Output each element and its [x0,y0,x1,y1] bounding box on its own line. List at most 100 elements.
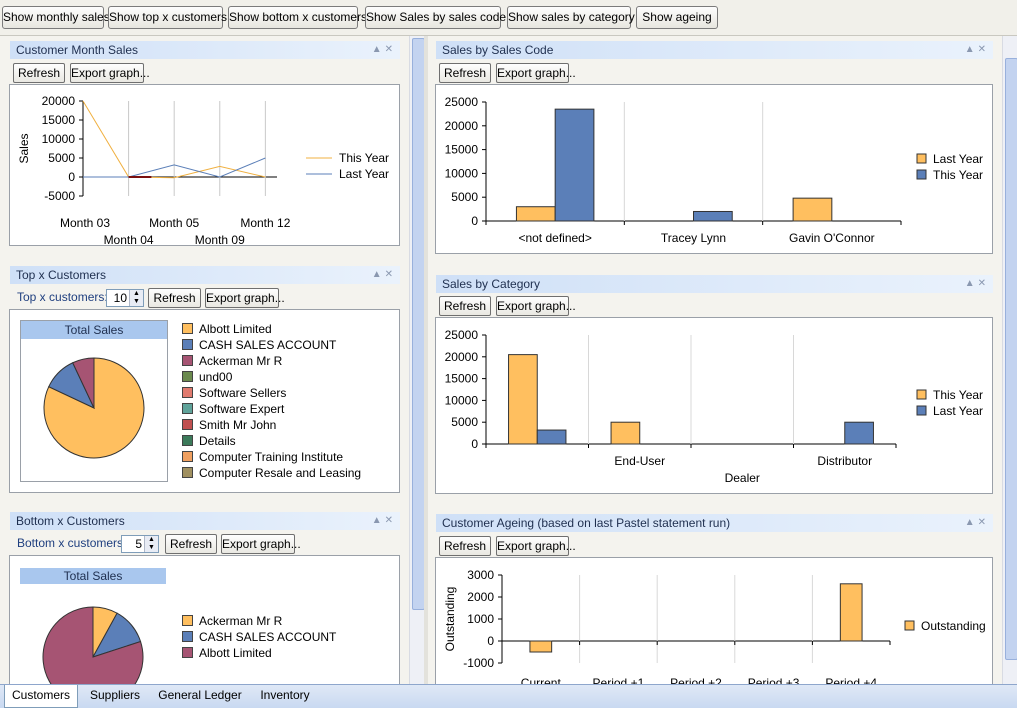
pin-close-icon[interactable]: ▲✕ [964,517,989,528]
legend-item: und00 [182,370,361,386]
top-x-export-button[interactable]: Export graph... [205,288,285,308]
y-tick-label: 10000 [42,132,76,146]
module-tabs: Customers Suppliers General Ledger Inven… [0,684,1017,708]
x-tick-label: Gavin O'Connor [789,231,875,245]
legend-swatch [182,615,193,626]
right-scrollbar[interactable] [1002,36,1017,684]
bottom-x-refresh-button[interactable]: Refresh [165,534,217,554]
legend-item: Details [182,434,361,450]
pin-close-icon[interactable]: ▲✕ [371,44,396,55]
splitter[interactable] [424,36,428,684]
legend-item: Albott Limited [182,322,361,338]
x-tick-label: Month 04 [104,233,154,245]
y-tick-label: 20000 [445,350,479,364]
left-scrollbar[interactable] [409,36,425,684]
bar [529,640,553,653]
sales-code-export-button[interactable]: Export graph... [496,63,576,83]
y-tick-label: 0 [68,170,75,184]
bottom-x-stepper[interactable]: 5 ▲ ▼ [121,535,159,553]
show-bottom-x-customers-button[interactable]: Show bottom x customers [228,6,367,29]
spin-arrows-icon[interactable]: ▲ ▼ [129,290,143,306]
pin-close-icon[interactable]: ▲✕ [371,515,396,526]
legend-label: Last Year [933,404,983,418]
bar [515,206,556,222]
legend-label: Ackerman Mr R [199,614,283,628]
x-tick-label: Month 05 [149,216,199,230]
legend-label: Computer Training Institute [199,450,344,464]
bottom-x-value: 5 [135,537,142,551]
month-refresh-button[interactable]: Refresh [13,63,65,83]
legend-item: Smith Mr John [182,418,361,434]
legend-swatch [182,451,193,462]
show-top-x-customers-button[interactable]: Show top x customers [108,6,227,29]
bar [693,210,733,222]
legend-swatch [916,153,927,164]
legend-label: CASH SALES ACCOUNT [199,630,337,644]
show-sales-by-category-button[interactable]: Show sales by category [507,6,635,29]
category-header: Sales by Category ▲✕ [436,275,993,293]
legend-label: und00 [199,370,233,384]
series-line [82,100,266,179]
x-tick-label: Month 03 [60,216,110,230]
ageing-refresh-button[interactable]: Refresh [439,536,491,556]
show-ageing-button[interactable]: Show ageing [636,6,718,29]
legend-swatch [182,403,193,414]
top-pie-title: Total Sales [21,321,167,339]
spin-arrows-icon[interactable]: ▲ ▼ [144,536,158,552]
legend-label: Details [199,434,236,448]
legend-label: This Year [933,388,983,402]
top-x-stepper[interactable]: 10 ▲ ▼ [106,289,144,307]
legend-swatch [916,389,927,400]
tab-general-ledger[interactable]: General Ledger [158,688,242,702]
y-tick-label: 0 [487,634,494,648]
x-tick-label: Period +4 [825,676,877,684]
sales-code-chart: 25000 20000 15000 10000 5000 0 <not defined> Tr… [435,84,993,254]
pie-slice [42,606,144,685]
month-export-button[interactable]: Export graph... [70,63,150,83]
bar [508,354,538,445]
y-tick-label: 0 [471,214,478,228]
bottom-x-title: Bottom x Customers [16,514,125,528]
category-refresh-button[interactable]: Refresh [439,296,491,316]
ageing-export-button[interactable]: Export graph... [496,536,576,556]
ageing-header: Customer Ageing (based on last Pastel st… [436,514,993,532]
show-sales-by-sales-code-button[interactable]: Show Sales by sales code [365,6,506,29]
x-tick-label: Period +2 [670,676,722,684]
legend-item: CASH SALES ACCOUNT [182,630,336,646]
ageing-svg: 3000 2000 1000 0 -1000 Outstanding Current Peri… [443,568,986,684]
tab-customers[interactable]: Customers [4,685,78,708]
legend-label: This Year [933,168,983,182]
month-sales-header: Customer Month Sales ▲✕ [10,41,400,59]
legend-swatch [904,620,915,631]
legend-item: Ackerman Mr R [182,614,336,630]
y-tick-label: 2000 [467,590,494,604]
bar [844,421,874,445]
top-x-header: Top x Customers ▲✕ [10,266,400,284]
y-tick-label: 15000 [445,143,479,157]
pin-close-icon[interactable]: ▲✕ [964,44,989,55]
pin-close-icon[interactable]: ▲✕ [371,269,396,280]
y-tick-label: 5000 [451,415,478,429]
category-export-button[interactable]: Export graph... [496,296,576,316]
pin-close-icon[interactable]: ▲✕ [964,278,989,289]
top-pie-svg [43,357,145,459]
show-monthly-sales-button[interactable]: Show monthly sales [2,6,110,29]
tab-inventory[interactable]: Inventory [260,688,310,702]
month-sales-title: Customer Month Sales [16,43,139,57]
legend-label: Smith Mr John [199,418,277,432]
y-tick-label: 1000 [467,612,494,626]
pie-frame: Total Sales [20,320,168,482]
legend-swatch [182,467,193,478]
top-x-refresh-button[interactable]: Refresh [148,288,201,308]
tab-suppliers[interactable]: Suppliers [89,688,141,702]
top-x-legend: Albott Limited CASH SALES ACCOUNT Ackerman… [182,322,361,482]
category-chart: 25000 20000 15000 10000 5000 0 End-User Dealer D… [435,317,993,494]
bar [610,421,641,445]
bottom-x-export-button[interactable]: Export graph... [221,534,301,554]
y-tick-label: 10000 [445,393,479,407]
bar [792,197,833,222]
y-tick-label: -1000 [463,656,494,670]
sales-code-refresh-button[interactable]: Refresh [439,63,491,83]
x-tick-label: Current [521,676,562,684]
scroll-thumb[interactable] [1005,58,1017,660]
